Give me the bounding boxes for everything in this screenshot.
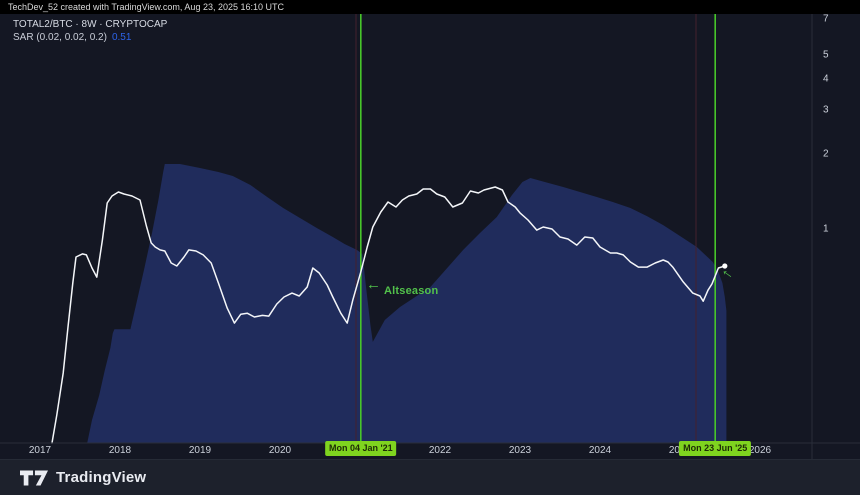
altseason-label: Altseason	[384, 285, 439, 297]
chart-legend: TOTAL2/BTC · 8W · CRYPTOCAP SAR (0.02, 0…	[13, 18, 167, 44]
y-axis-label-2: 2	[823, 148, 829, 160]
indicator-row: SAR (0.02, 0.02, 0.2) 0.51	[13, 31, 167, 44]
x-axis-label-2025: 2025	[668, 445, 692, 456]
x-axis-label-2024: 2024	[588, 445, 612, 456]
time-axis-scale[interactable]: 2017 2018 2019 2020 2021 2022 2023 2024 2025 2026	[0, 445, 812, 459]
x-axis-label-2020: 2020	[268, 445, 292, 456]
y-axis-label-5: 5	[823, 49, 829, 61]
y-axis-label-7: 7	[823, 13, 829, 25]
y-axis-label-4: 4	[823, 73, 829, 85]
x-axis-label-2017: 2017	[28, 445, 52, 456]
x-axis-label-2022: 2022	[428, 445, 452, 456]
y-axis-label-3: 3	[823, 104, 829, 116]
x-axis-label-2021: 2021	[348, 445, 372, 456]
attribution-text: TechDev_52 created with TradingView.com,…	[8, 2, 284, 12]
tradingview-logo-icon[interactable]	[20, 470, 48, 486]
indicator-title: SAR (0.02, 0.02, 0.2)	[13, 32, 107, 43]
footer-bar: TradingView	[0, 459, 860, 495]
sar-area	[87, 164, 727, 443]
symbol-title: TOTAL2/BTC · 8W · CRYPTOCAP	[13, 19, 168, 30]
price-axis-scale[interactable]: 7 5 4 3 2 1	[812, 13, 860, 443]
attribution-bar: TechDev_52 created with TradingView.com,…	[0, 0, 860, 14]
x-axis-label-2019: 2019	[188, 445, 212, 456]
indicator-value: 0.51	[111, 32, 132, 43]
x-axis-label-2023: 2023	[508, 445, 532, 456]
altseason-arrow-icon: ←	[366, 276, 381, 293]
y-axis-label-1: 1	[823, 223, 829, 235]
x-axis-label-2018: 2018	[108, 445, 132, 456]
last-point-marker	[722, 263, 728, 269]
price-line	[51, 186, 726, 444]
x-axis-label-2026: 2026	[748, 445, 772, 456]
brand-text[interactable]: TradingView	[56, 469, 147, 486]
